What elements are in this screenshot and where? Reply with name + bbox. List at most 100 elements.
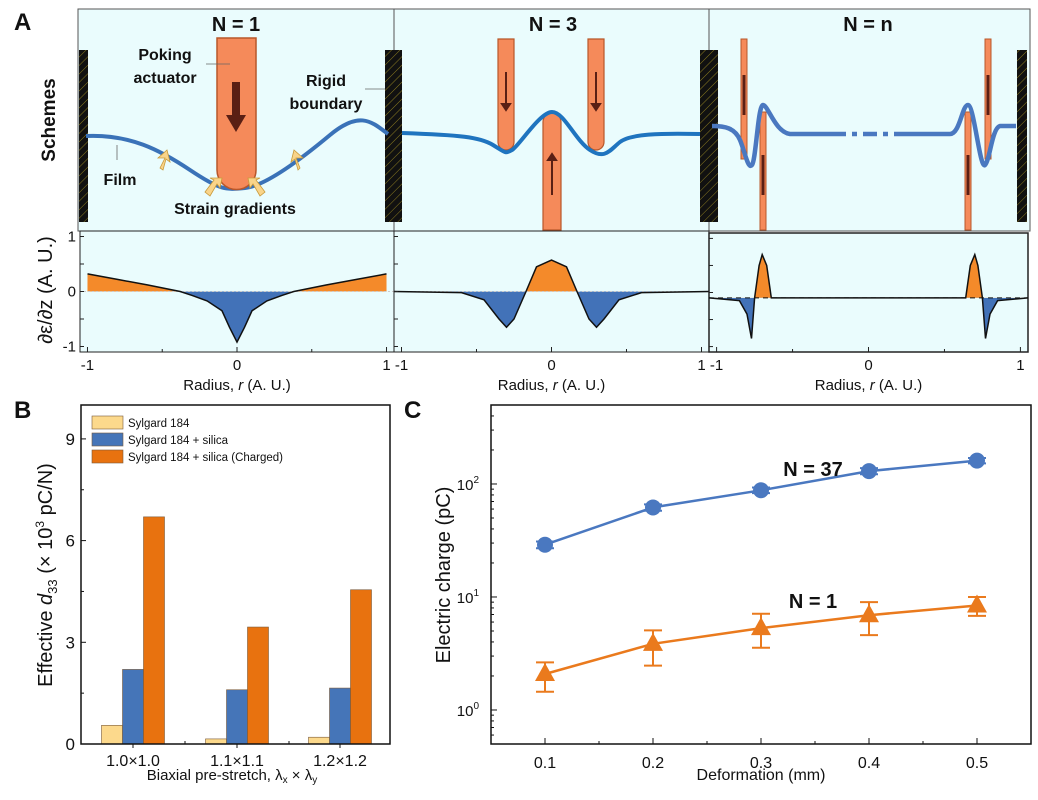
y-tick-base: 10: [457, 477, 474, 494]
y-tick-base: 10: [457, 703, 474, 720]
panel-b-letter: B: [14, 397, 31, 424]
data-point: [969, 452, 985, 469]
x-tick-label: 0: [547, 357, 555, 374]
y-label-prefix: Effective: [35, 605, 57, 687]
film-curve: [711, 102, 832, 169]
x-axis-label: Radius, r (A. U.): [815, 377, 923, 394]
bar-1-2: [205, 738, 227, 745]
y-label-mid: (× 10: [35, 528, 57, 580]
gradient-curve: [87, 273, 387, 344]
data-point: [645, 499, 661, 516]
x-tick-label: 1.2×1.2: [313, 753, 367, 770]
strain-gradient-plot-3: -1 0 1 Radius, r (A. U.): [708, 232, 1029, 394]
strain-gradient-plots: -1 0 1 -1 0 1 Radius, r (A. U.) -1 0 1 Radius, r (…: [63, 229, 1029, 394]
plot-frame: [80, 404, 391, 745]
legend-label-2: Sylgard 184 + silica: [128, 435, 229, 447]
y-axis-label: Electric charge (pC): [433, 487, 455, 664]
x-tick-label: 0: [864, 357, 872, 374]
y-tick-exp: 2: [473, 475, 479, 486]
boundary-label-line2: boundary: [290, 96, 363, 113]
x-label-prefix: Radius,: [815, 377, 870, 394]
data-point: [859, 604, 879, 623]
d33-bar-chart: 0 3 6 9 1.0×1.0 1.1×1.1 1.2×1.2 Sylgard 184 Sylg…: [33, 404, 391, 786]
x-tick-label: 0: [233, 357, 241, 374]
data-point: [967, 594, 987, 613]
bar-3-3: [350, 589, 372, 745]
series-line: [544, 459, 978, 546]
legend-swatch-3: [91, 449, 124, 464]
y-label-var: d: [35, 593, 57, 605]
x-tick-label: 0.1: [534, 755, 556, 772]
positive-gradient-area: [394, 260, 709, 292]
panel-c-letter: C: [404, 397, 421, 424]
x-label-text: Biaxial pre-stretch, λ: [147, 767, 283, 784]
y-tick-label: 0: [66, 735, 75, 754]
actuator-label-line1: Poking: [138, 47, 191, 64]
x-label-sub: y: [312, 775, 317, 786]
x-tick-label: 0.5: [966, 755, 988, 772]
panel-a-letter: A: [14, 9, 31, 36]
arrow-icons: [500, 72, 602, 195]
data-point: [861, 463, 877, 480]
bar-2-1: [122, 669, 144, 745]
x-tick-label: 1: [697, 357, 705, 374]
strain-gradient-plot-1: -1 0 1 -1 0 1 Radius, r (A. U.): [63, 229, 395, 394]
film-curve: [401, 109, 701, 157]
bar-2-2: [226, 689, 248, 745]
x-tick-label: 1.0×1.0: [106, 753, 160, 770]
legend-label-3: Sylgard 184 + silica (Charged): [128, 452, 283, 464]
y-tick-label: 102: [457, 475, 480, 494]
boundary-label-line1: Rigid: [306, 73, 346, 90]
x-axis-label: Radius, r (A. U.): [183, 377, 291, 394]
film-label: Film: [104, 172, 137, 189]
gradient-curve: [393, 259, 710, 329]
y-tick-base: 10: [457, 590, 474, 607]
scheme-title-nn: N = n: [843, 14, 892, 36]
y-tick-label: 1: [68, 229, 76, 246]
x-tick-label: 0.3: [750, 755, 772, 772]
data-point: [751, 617, 771, 636]
y-tick-label: 6: [66, 532, 75, 551]
x-tick-label: 0.4: [858, 755, 880, 772]
y-tick-label: 9: [66, 430, 75, 449]
x-tick-label: -1: [81, 357, 94, 374]
x-tick-label: -1: [395, 357, 408, 374]
data-point: [535, 663, 555, 682]
legend-swatch-1: [91, 415, 124, 430]
y-label-suffix: pC/N): [35, 463, 57, 521]
x-axis-label: Deformation (mm): [697, 767, 826, 784]
scheme-title-n1: N = 1: [212, 14, 260, 36]
strain-gradient-plot-2: -1 0 1 Radius, r (A. U.): [393, 230, 710, 394]
rigid-boundaries: [79, 50, 1027, 222]
strain-arrow-icons: [156, 149, 305, 197]
down-arrow-icon: [226, 82, 246, 132]
data-point: [537, 536, 553, 553]
series-label-n1: N = 1: [789, 591, 837, 613]
y-tick-label: 0: [68, 284, 76, 301]
x-tick-label: 0.2: [642, 755, 664, 772]
bar-1-3: [308, 736, 330, 745]
y-axis-label: Effective d33 (× 103 pC/N): [33, 463, 60, 687]
scheme-n3: [401, 38, 701, 231]
scheme-title-n3: N = 3: [529, 14, 577, 36]
x-label-sub: x: [283, 775, 288, 786]
bar-1-1: [101, 725, 123, 745]
bar-3-2: [247, 626, 269, 745]
x-label-suffix: (A. U.): [558, 377, 606, 394]
y-tick-label: -1: [63, 339, 76, 356]
x-label-mid: × λ: [288, 767, 313, 784]
scheme-n1: Poking actuator Rigid boundary Film Stra…: [85, 37, 390, 218]
legend-label-1: Sylgard 184: [128, 418, 190, 430]
bar-2-3: [329, 687, 351, 745]
series-2: [535, 594, 987, 693]
y-tick-label: 100: [457, 701, 480, 720]
x-axis-label: Biaxial pre-stretch, λx × λy: [147, 767, 318, 786]
film-curve: [905, 102, 1016, 168]
x-label-prefix: Radius,: [183, 377, 238, 394]
x-tick-label: 1.1×1.1: [210, 753, 264, 770]
legend-swatch-2: [91, 432, 124, 447]
y-tick-label: 3: [66, 633, 75, 652]
data-point: [643, 632, 663, 651]
plot-a-ylabel: ∂ε/∂z (A. U.): [35, 236, 57, 344]
